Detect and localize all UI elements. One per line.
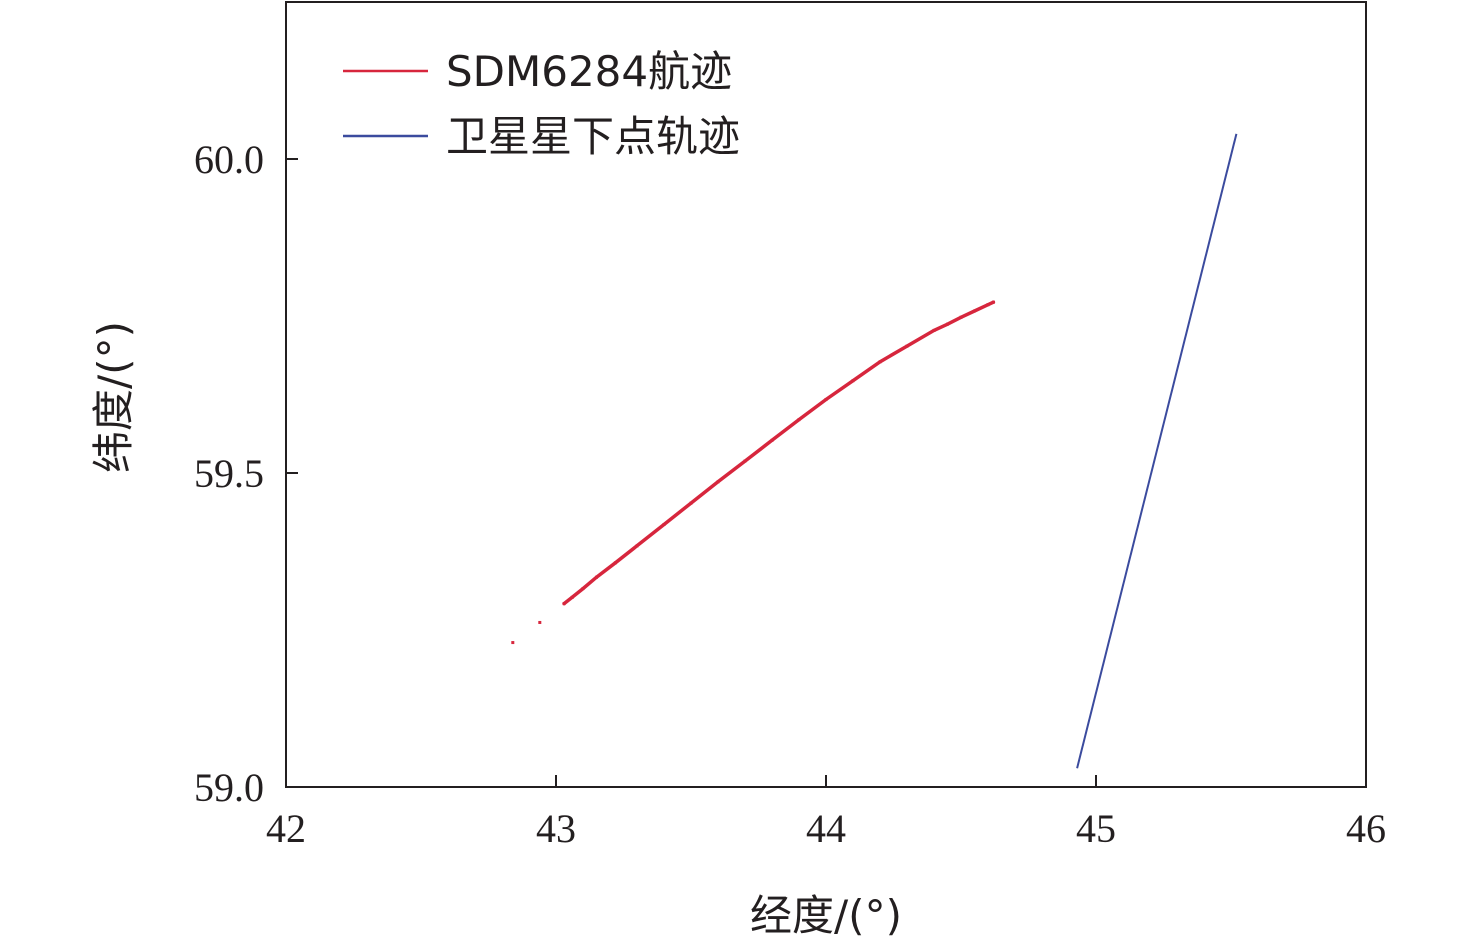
series-line-satellite-track <box>1076 133 1238 769</box>
legend-label-sdm6284: SDM6284航迹 <box>446 47 732 96</box>
x-tick-label: 44 <box>806 806 846 851</box>
y-tick-label: 60.0 <box>194 137 264 182</box>
data-point-sdm6284 <box>613 561 617 565</box>
legend-label-satellite-track: 卫星星下点轨迹 <box>446 112 740 161</box>
data-point-sdm6284 <box>570 595 574 599</box>
data-point-sdm6284 <box>991 300 995 304</box>
legend: SDM6284航迹 卫星星下点轨迹 <box>343 47 740 161</box>
x-axis-title: 经度/(°) <box>750 891 902 940</box>
y-tick-label: 59.0 <box>194 765 264 810</box>
y-axis-ticks: 59.0 59.5 60.0 <box>194 137 298 810</box>
data-point-sdm6284 <box>797 418 801 422</box>
data-point-sdm6284 <box>878 360 882 364</box>
data-point-sdm6284 <box>905 344 909 348</box>
data-point-sdm6284 <box>716 480 720 484</box>
x-axis-ticks: 42 43 44 45 46 <box>266 775 1386 851</box>
data-point-sdm6284 <box>562 602 566 606</box>
x-tick-label: 46 <box>1346 806 1386 851</box>
series-line-sdm6284 <box>562 300 996 606</box>
x-tick-label: 43 <box>536 806 576 851</box>
x-tick-label: 45 <box>1076 806 1116 851</box>
y-axis-title: 纬度/(°) <box>89 321 138 473</box>
data-point-sdm6284 <box>851 379 855 383</box>
data-point-sdm6284 <box>946 322 949 326</box>
data-point-sdm6284 <box>662 522 666 526</box>
data-point-sdm6284 <box>689 501 693 505</box>
data-point-sdm6284 <box>538 620 542 624</box>
data-point-sdm6284 <box>973 309 976 313</box>
data-point-sdm6284 <box>824 398 828 402</box>
data-point-sdm6284 <box>770 438 774 442</box>
data-point-sdm6284 <box>959 315 963 319</box>
data-point-sdm6284 <box>511 641 515 645</box>
data-point-sdm6284 <box>932 328 936 332</box>
y-tick-label: 59.5 <box>194 451 264 496</box>
series-layer <box>511 133 1238 769</box>
data-point-sdm6284 <box>635 544 639 548</box>
data-point-sdm6284 <box>581 587 585 591</box>
x-tick-label: 42 <box>266 806 306 851</box>
data-point-sdm6284 <box>986 303 990 307</box>
data-point-sdm6284 <box>743 459 747 463</box>
data-point-sdm6284 <box>595 575 598 579</box>
